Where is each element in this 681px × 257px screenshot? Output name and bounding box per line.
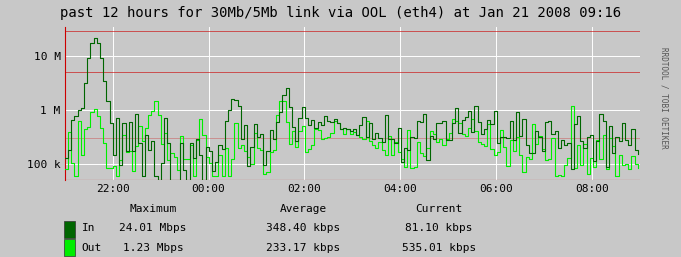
Text: 535.01 kbps: 535.01 kbps — [402, 243, 477, 253]
Text: 81.10 kbps: 81.10 kbps — [405, 223, 473, 233]
Text: 348.40 kbps: 348.40 kbps — [266, 223, 340, 233]
Text: In: In — [82, 223, 95, 233]
Text: RRDTOOL / TOBI OETIKER: RRDTOOL / TOBI OETIKER — [659, 47, 669, 149]
Text: 24.01 Mbps: 24.01 Mbps — [119, 223, 187, 233]
Text: Maximum: Maximum — [129, 204, 177, 214]
Text: Average: Average — [279, 204, 327, 214]
Text: Current: Current — [415, 204, 463, 214]
Text: 1.23 Mbps: 1.23 Mbps — [123, 243, 184, 253]
Text: Out: Out — [82, 243, 102, 253]
Text: 233.17 kbps: 233.17 kbps — [266, 243, 340, 253]
Text: past 12 hours for 30Mb/5Mb link via OOL (eth4) at Jan 21 2008 09:16: past 12 hours for 30Mb/5Mb link via OOL … — [60, 6, 621, 20]
